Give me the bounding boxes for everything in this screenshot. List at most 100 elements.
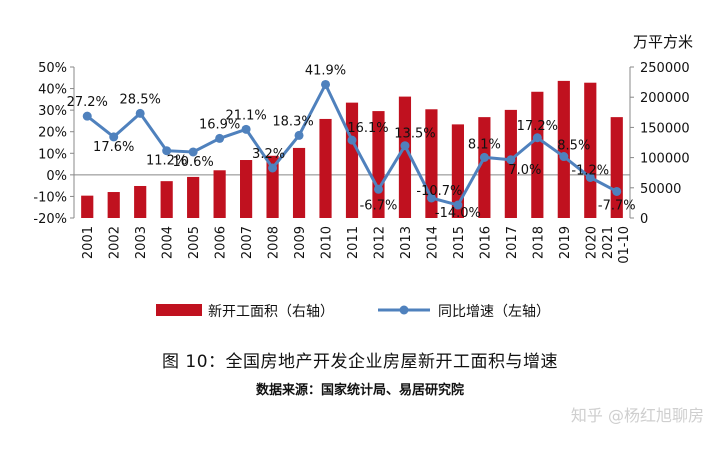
x-tick-label: 2018 bbox=[531, 226, 546, 259]
right-tick-label: 150000 bbox=[640, 121, 690, 136]
x-tick-label: 2006 bbox=[214, 226, 229, 259]
legend-label-bar: 新开工面积（右轴） bbox=[208, 304, 334, 320]
legend-label-line: 同比增速（左轴） bbox=[438, 304, 550, 320]
data-label: 16.9% bbox=[199, 117, 240, 132]
bar bbox=[134, 185, 147, 218]
x-tick-label: 2021 bbox=[601, 226, 616, 259]
growth-point bbox=[215, 133, 225, 143]
bar bbox=[213, 170, 226, 218]
data-label: -6.7% bbox=[360, 198, 398, 213]
data-label: 41.9% bbox=[305, 63, 346, 78]
data-label: -7.7% bbox=[598, 198, 636, 213]
x-tick-label: 2019 bbox=[558, 226, 573, 259]
right-tick-label: 50000 bbox=[640, 182, 681, 197]
growth-point bbox=[135, 108, 145, 118]
x-tick-label: 2016 bbox=[478, 226, 493, 259]
right-axis-unit: 万平方米 bbox=[633, 33, 693, 51]
bar bbox=[451, 124, 464, 218]
bar bbox=[557, 80, 570, 218]
growth-point bbox=[453, 200, 463, 210]
x-tick-label: 2015 bbox=[452, 226, 467, 259]
growth-point bbox=[268, 163, 278, 173]
x-tick-label: 2004 bbox=[161, 226, 176, 259]
data-label: 11.2% bbox=[146, 154, 187, 169]
x-tick-label: 2003 bbox=[134, 226, 149, 259]
data-label: 10.6% bbox=[172, 155, 213, 170]
data-label: 16.1% bbox=[347, 121, 388, 136]
growth-point bbox=[294, 130, 304, 140]
growth-point bbox=[373, 184, 383, 194]
watermark: 知乎 @杨红旭聊房 bbox=[570, 406, 704, 425]
growth-point bbox=[532, 133, 542, 143]
left-tick-label: 0% bbox=[46, 169, 67, 184]
growth-point bbox=[241, 124, 251, 134]
data-label: 3.2% bbox=[252, 147, 285, 162]
x-tick-label: 2009 bbox=[293, 226, 308, 259]
right-tick-label: 0 bbox=[640, 212, 648, 227]
growth-point bbox=[82, 111, 92, 121]
data-label: 13.5% bbox=[394, 127, 435, 142]
figure-caption: 图 10：全国房地产开发企业房屋新开工面积与增速 bbox=[161, 352, 559, 372]
left-tick-label: -10% bbox=[33, 190, 67, 205]
growth-point bbox=[347, 135, 357, 145]
bar bbox=[292, 147, 306, 218]
x-tick-label: 2013 bbox=[399, 226, 414, 259]
bar bbox=[345, 102, 359, 218]
bar bbox=[584, 82, 597, 218]
data-label: 8.5% bbox=[557, 139, 590, 154]
left-tick-label: 40% bbox=[38, 83, 67, 98]
x-tick-label: 2017 bbox=[505, 226, 520, 259]
data-label: -10.7% bbox=[416, 184, 462, 199]
bar bbox=[266, 155, 279, 218]
bar bbox=[160, 181, 173, 218]
x-tick-label: 2012 bbox=[372, 226, 387, 259]
data-label: 21.1% bbox=[225, 108, 266, 123]
x-tick-label: 2007 bbox=[240, 226, 255, 259]
growth-point bbox=[162, 146, 172, 156]
bar bbox=[319, 118, 332, 218]
left-tick-label: -20% bbox=[33, 212, 67, 227]
right-tick-label: 200000 bbox=[640, 91, 690, 106]
growth-point bbox=[426, 193, 436, 203]
data-label: 18.3% bbox=[272, 114, 313, 129]
x-tick-label: 2001 bbox=[81, 226, 96, 259]
data-label: 8.1% bbox=[468, 137, 501, 152]
x-tick-label: 2005 bbox=[187, 226, 202, 259]
growth-point bbox=[109, 132, 119, 142]
legend-swatch-bar bbox=[156, 304, 202, 316]
data-label: 27.2% bbox=[67, 95, 108, 110]
data-label: 7.0% bbox=[508, 163, 541, 178]
growth-point bbox=[400, 141, 410, 151]
bar bbox=[107, 192, 120, 218]
x-tick-label: 2011 bbox=[346, 226, 361, 259]
data-label: 17.6% bbox=[93, 140, 134, 155]
x-tick-label: 2014 bbox=[425, 226, 440, 259]
data-label: 28.5% bbox=[120, 92, 161, 107]
bar bbox=[398, 96, 412, 218]
x-tick-label: 2020 bbox=[584, 226, 599, 259]
growth-point bbox=[559, 152, 569, 162]
bar bbox=[81, 195, 94, 218]
left-tick-label: 50% bbox=[38, 61, 67, 76]
growth-point bbox=[585, 172, 595, 182]
data-label: -14.0% bbox=[435, 206, 481, 221]
data-label: 17.2% bbox=[517, 119, 558, 134]
growth-point bbox=[321, 79, 331, 89]
growth-point bbox=[612, 186, 622, 196]
growth-point bbox=[479, 152, 489, 162]
x-tick-label: 2008 bbox=[267, 226, 282, 259]
bar bbox=[531, 91, 544, 218]
x-tick-label: 2002 bbox=[108, 226, 123, 259]
x-tick-label: 2010 bbox=[320, 226, 335, 259]
left-tick-label: 10% bbox=[38, 147, 67, 162]
legend-swatch-marker bbox=[399, 305, 409, 315]
growth-point bbox=[188, 147, 198, 157]
data-label: -1.2% bbox=[571, 163, 609, 178]
right-tick-label: 250000 bbox=[640, 61, 690, 76]
x-tick-label: 01-10 bbox=[617, 226, 632, 264]
left-tick-label: 30% bbox=[38, 104, 67, 119]
figure-source: 数据来源：国家统计局、易居研究院 bbox=[255, 383, 464, 398]
bar bbox=[478, 117, 491, 218]
